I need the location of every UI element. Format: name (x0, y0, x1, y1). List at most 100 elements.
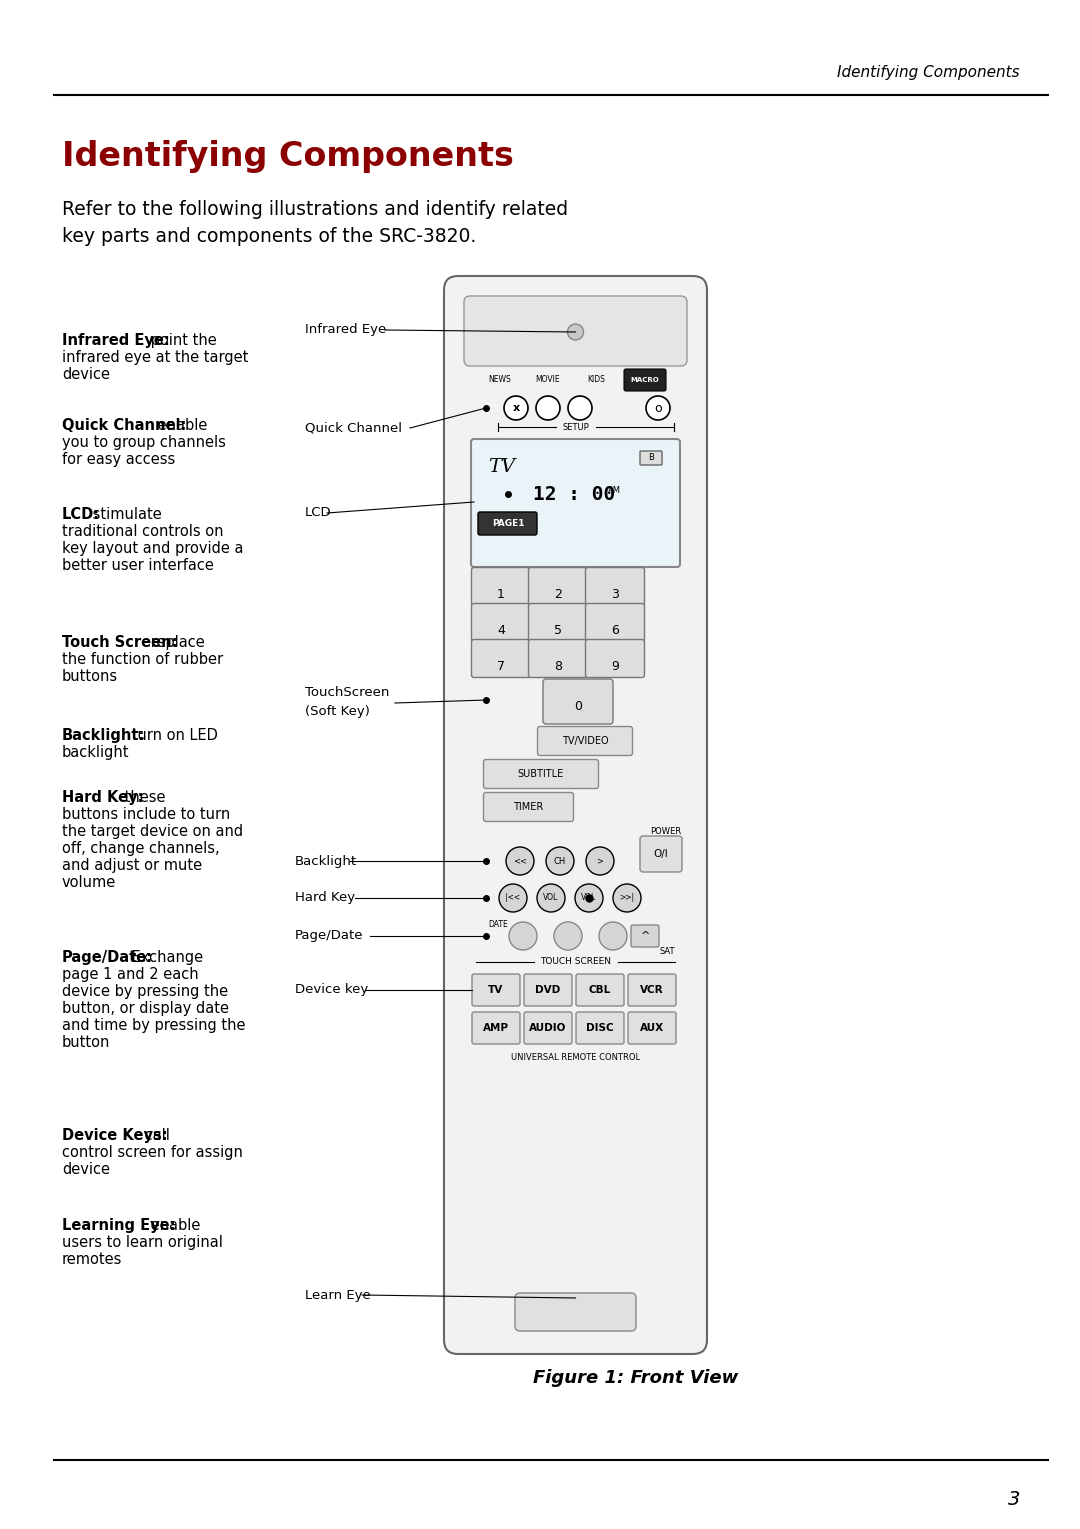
Circle shape (586, 847, 615, 875)
Text: TouchScreen: TouchScreen (305, 687, 390, 699)
Text: |<<: |<< (505, 893, 521, 902)
Circle shape (499, 884, 527, 911)
FancyBboxPatch shape (515, 1294, 636, 1332)
Text: >: > (596, 856, 604, 865)
Text: 1: 1 (497, 587, 505, 601)
Text: Touch Screen:: Touch Screen: (62, 635, 177, 650)
Text: NEWS: NEWS (488, 376, 511, 384)
Text: SUBTITLE: SUBTITLE (518, 769, 564, 778)
Text: DVD: DVD (536, 985, 561, 995)
Text: infrared eye at the target: infrared eye at the target (62, 350, 248, 365)
FancyBboxPatch shape (471, 439, 680, 567)
Circle shape (613, 884, 642, 911)
Text: call: call (140, 1128, 170, 1144)
Text: o: o (654, 402, 662, 414)
Text: control screen for assign: control screen for assign (62, 1145, 243, 1161)
Text: 5: 5 (554, 624, 562, 636)
Text: off, change channels,: off, change channels, (62, 841, 219, 856)
Text: SAT: SAT (660, 948, 675, 957)
Circle shape (509, 922, 537, 950)
Text: 3: 3 (1008, 1489, 1020, 1509)
Text: Quick Channel: Quick Channel (305, 422, 402, 434)
FancyBboxPatch shape (528, 604, 588, 642)
Text: better user interface: better user interface (62, 558, 214, 573)
Text: Page/Date: Page/Date (295, 930, 364, 942)
Text: Backlight: Backlight (295, 855, 357, 867)
Circle shape (567, 324, 583, 339)
FancyBboxPatch shape (472, 567, 530, 605)
Text: turn on LED: turn on LED (127, 728, 218, 743)
Text: TV: TV (488, 985, 503, 995)
Text: LCD: LCD (305, 506, 332, 520)
Circle shape (537, 884, 565, 911)
Text: Quick Channel:: Quick Channel: (62, 417, 187, 433)
Text: the function of rubber: the function of rubber (62, 651, 224, 667)
Text: POWER: POWER (650, 827, 681, 836)
Text: replace: replace (147, 635, 205, 650)
FancyBboxPatch shape (627, 974, 676, 1006)
FancyBboxPatch shape (484, 760, 598, 789)
Text: and time by pressing the: and time by pressing the (62, 1018, 245, 1034)
Text: DISC: DISC (586, 1023, 613, 1034)
Text: O/I: O/I (653, 849, 669, 859)
Circle shape (536, 396, 561, 420)
FancyBboxPatch shape (472, 1012, 519, 1044)
Circle shape (646, 396, 670, 420)
Text: volume: volume (62, 875, 117, 890)
Circle shape (575, 884, 603, 911)
Text: Backlight:: Backlight: (62, 728, 146, 743)
Text: AM: AM (608, 486, 621, 495)
Text: KIDS: KIDS (588, 376, 605, 384)
Text: Learning Eye:: Learning Eye: (62, 1219, 175, 1232)
Text: Refer to the following illustrations and identify related
key parts and componen: Refer to the following illustrations and… (62, 200, 568, 246)
Text: DATE: DATE (488, 920, 508, 930)
Text: buttons: buttons (62, 670, 118, 683)
Text: Identifying Components: Identifying Components (62, 141, 514, 173)
FancyBboxPatch shape (472, 639, 530, 677)
FancyBboxPatch shape (576, 1012, 624, 1044)
Text: MOVIE: MOVIE (536, 376, 561, 384)
Text: CH: CH (554, 856, 566, 865)
FancyBboxPatch shape (444, 277, 707, 1355)
Text: Page/Date:: Page/Date: (62, 950, 153, 965)
Text: users to learn original: users to learn original (62, 1235, 222, 1251)
Circle shape (546, 847, 573, 875)
FancyBboxPatch shape (484, 792, 573, 821)
FancyBboxPatch shape (478, 512, 537, 535)
FancyBboxPatch shape (472, 974, 519, 1006)
Text: Exchange: Exchange (127, 950, 203, 965)
Text: x: x (512, 404, 519, 413)
Text: button: button (62, 1035, 110, 1050)
FancyBboxPatch shape (524, 974, 572, 1006)
Text: >>|: >>| (620, 893, 635, 902)
Text: PAGE1: PAGE1 (491, 520, 524, 529)
FancyBboxPatch shape (624, 368, 666, 391)
Text: these: these (121, 790, 166, 804)
Text: device: device (62, 367, 110, 382)
Text: TOUCH SCREEN: TOUCH SCREEN (540, 957, 611, 966)
Text: 9: 9 (611, 659, 619, 673)
Text: Infrared Eye:: Infrared Eye: (62, 333, 170, 349)
Text: Learn Eye: Learn Eye (305, 1289, 370, 1301)
Circle shape (568, 396, 592, 420)
Text: VOL: VOL (581, 893, 596, 902)
Text: Figure 1: Front View: Figure 1: Front View (532, 1368, 738, 1387)
Text: 2: 2 (554, 587, 562, 601)
Text: enable: enable (153, 417, 207, 433)
FancyBboxPatch shape (640, 836, 681, 872)
Text: page 1 and 2 each: page 1 and 2 each (62, 966, 199, 982)
Text: traditional controls on: traditional controls on (62, 524, 224, 540)
Text: 4: 4 (497, 624, 505, 636)
FancyBboxPatch shape (472, 604, 530, 642)
Text: (Soft Key): (Soft Key) (305, 705, 369, 719)
FancyBboxPatch shape (631, 925, 659, 946)
FancyBboxPatch shape (528, 639, 588, 677)
Text: LCD:: LCD: (62, 508, 100, 521)
Text: Device Keys:: Device Keys: (62, 1128, 167, 1144)
Text: Identifying Components: Identifying Components (837, 66, 1020, 80)
Text: device: device (62, 1162, 110, 1177)
Text: Hard Key: Hard Key (295, 891, 355, 905)
Text: ^: ^ (640, 931, 650, 940)
Text: device by pressing the: device by pressing the (62, 985, 228, 998)
Text: AMP: AMP (483, 1023, 509, 1034)
